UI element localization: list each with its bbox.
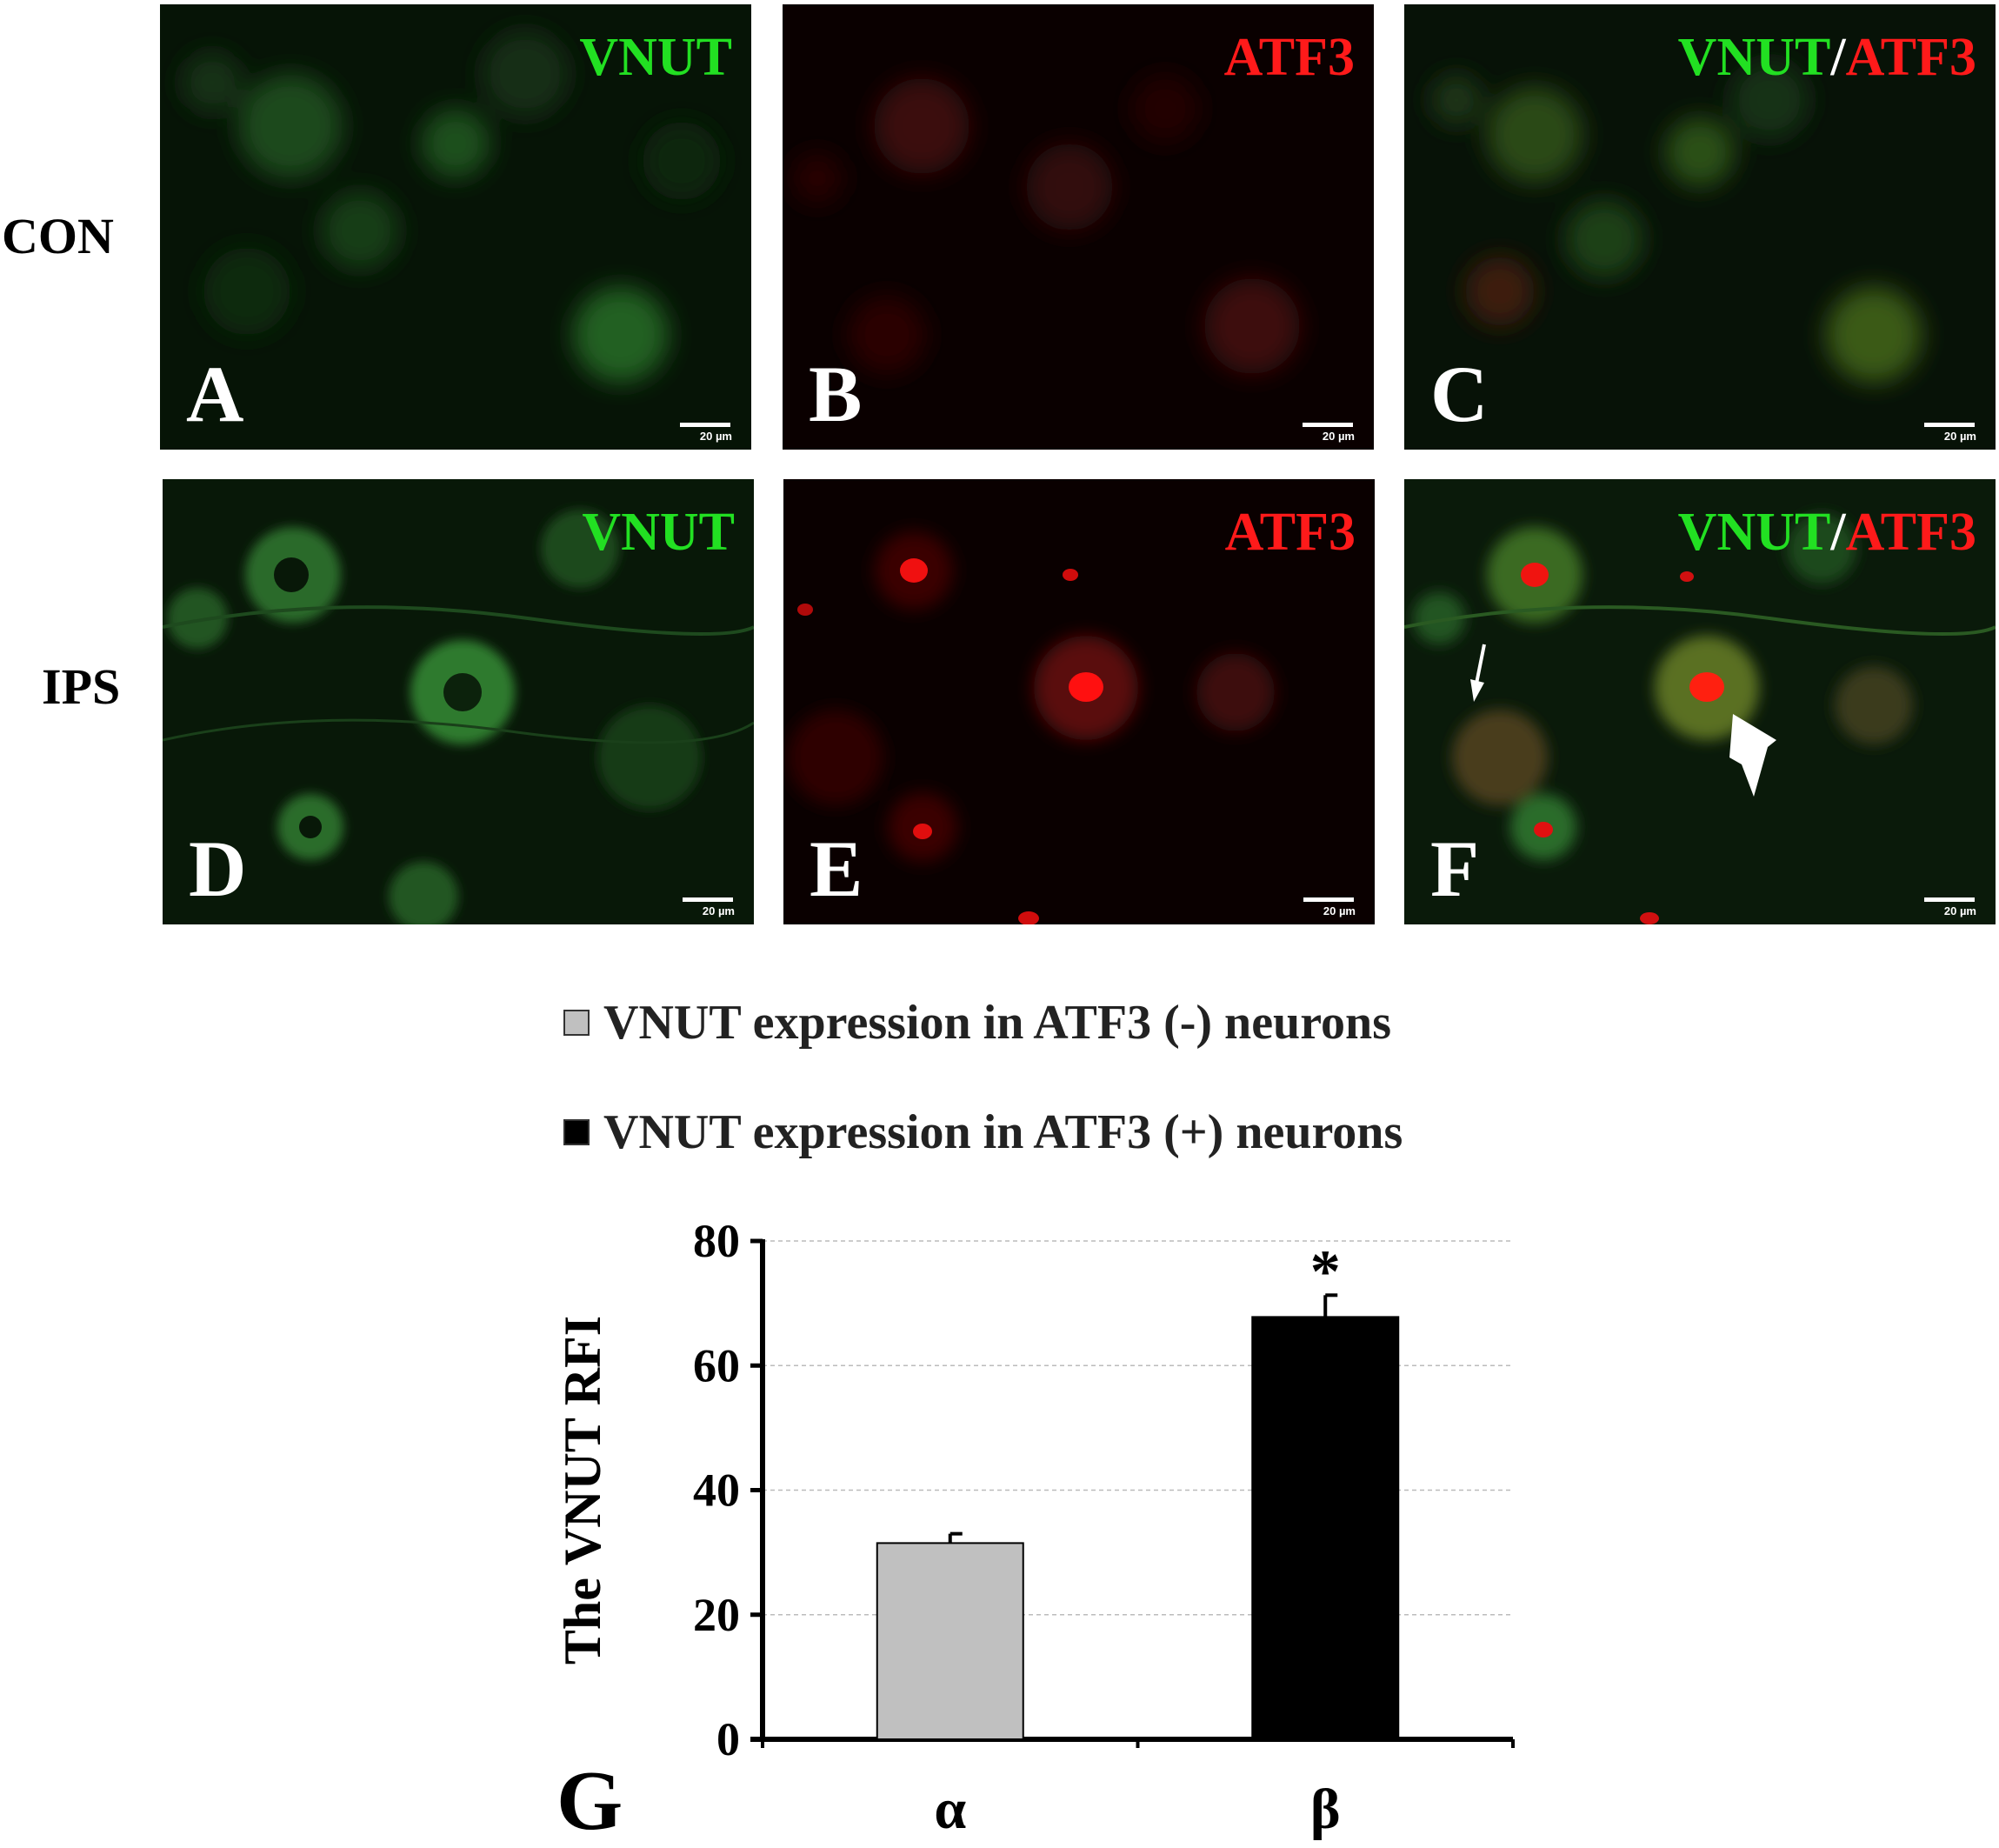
stain-vnut-label: VNUT [1677, 28, 1831, 87]
scale-bar [1303, 423, 1353, 427]
stain-atf3-label: ATF3 [1224, 503, 1356, 562]
stain-vnut-label: VNUT [582, 503, 735, 562]
scale-bar-label: 20 µm [699, 430, 732, 443]
stain-label: ATF3 [1225, 502, 1356, 564]
panel-letter-d: D [189, 824, 247, 913]
red-fluorescence-image [783, 479, 1375, 924]
stain-vnut-label: VNUT [579, 28, 732, 87]
legend-item-atf3-positive: VNUT expression in ATF3 (+) neurons [563, 1104, 1403, 1160]
legend-item-atf3-negative: VNUT expression in ATF3 (-) neurons [563, 995, 1391, 1051]
scale-bar-label: 20 µm [1943, 904, 1976, 917]
y-axis-label: The VNUT RFI [554, 1316, 611, 1665]
legend-label: VNUT expression in ATF3 (-) neurons [603, 996, 1391, 1050]
panel-letter-b: B [809, 350, 863, 438]
row-label-con: CON [2, 208, 114, 264]
arrow-icon [1470, 644, 1486, 702]
red-fluorescence-image [783, 4, 1374, 450]
stain-atf3-label: ATF3 [1223, 28, 1355, 87]
legend-label: VNUT expression in ATF3 (+) neurons [603, 1105, 1403, 1159]
row-label-ips: IPS [42, 658, 121, 715]
stain-separator: / [1830, 503, 1846, 562]
micrograph-panel-f: VNUT/ATF3 F 20 µm [1404, 479, 1996, 924]
scale-bar [680, 423, 730, 427]
scale-bar-label: 20 µm [702, 904, 735, 917]
legend-swatch-black [563, 1119, 590, 1145]
stain-atf3-label: ATF3 [1845, 28, 1976, 87]
bar-beta [1251, 1316, 1400, 1740]
micrograph-panel-e: ATF3 E 20 µm [783, 479, 1375, 924]
scale-bar-label: 20 µm [1943, 430, 1976, 443]
scale-bar [683, 897, 733, 902]
micrograph-panel-d: VNUT D 20 µm [163, 479, 754, 924]
panel-letter-a: A [186, 350, 244, 438]
merged-fluorescence-image [1404, 4, 1996, 450]
stain-atf3-label: ATF3 [1845, 503, 1976, 562]
scale-bar [1924, 897, 1975, 902]
x-tick-label: β [1310, 1778, 1341, 1841]
panel-letter-e: E [810, 824, 863, 913]
panel-letter-g: G [556, 1754, 623, 1848]
scale-bar-label: 20 µm [1322, 430, 1355, 443]
stain-label: ATF3 [1224, 27, 1355, 89]
y-tick-label: 60 [693, 1339, 740, 1391]
y-tick-label: 40 [693, 1464, 740, 1517]
panel-letter-f: F [1430, 824, 1480, 913]
stain-label: VNUT [582, 502, 735, 564]
bar-alpha [876, 1542, 1024, 1740]
micrograph-panel-b: ATF3 B 20 µm [783, 4, 1374, 450]
stain-label: VNUT [579, 27, 732, 89]
stain-label: VNUT/ATF3 [1678, 502, 1976, 564]
arrowhead-icon [1729, 714, 1776, 797]
legend-swatch-gray [563, 1010, 590, 1036]
stain-label: VNUT/ATF3 [1678, 27, 1976, 89]
micrograph-panel-c: VNUT/ATF3 C 20 µm [1404, 4, 1996, 450]
panel-letter-c: C [1430, 350, 1489, 438]
scale-bar [1924, 423, 1975, 427]
merged-fluorescence-image [1404, 479, 1996, 924]
stain-vnut-label: VNUT [1677, 503, 1831, 562]
significance-asterisk: * [1310, 1238, 1341, 1305]
green-fluorescence-image [160, 4, 751, 450]
x-tick-label: α [934, 1778, 966, 1841]
stain-separator: / [1830, 28, 1846, 87]
scale-bar-label: 20 µm [1323, 904, 1356, 917]
micrograph-panel-a: VNUT A 20 µm [160, 4, 751, 450]
y-tick-label: 0 [716, 1713, 740, 1765]
y-tick-label: 80 [693, 1215, 740, 1267]
bar-chart: 0 20 40 60 80 The VNUT RFI α * β [554, 1215, 1515, 1841]
scale-bar [1303, 897, 1354, 902]
y-tick-label: 20 [693, 1589, 740, 1641]
green-fluorescence-image [163, 479, 754, 924]
